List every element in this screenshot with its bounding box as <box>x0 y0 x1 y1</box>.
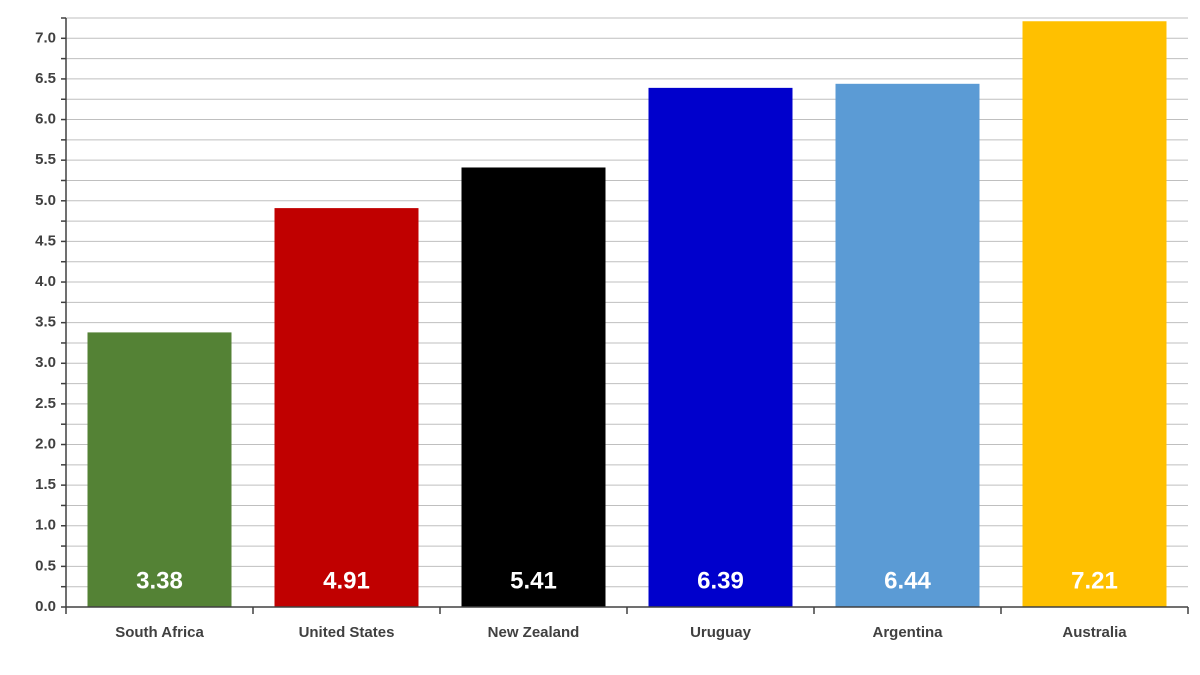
y-tick-label: 1.0 <box>35 517 56 534</box>
data-label: 6.44 <box>884 567 931 594</box>
y-tick-label: 5.5 <box>35 151 56 168</box>
y-tick-label: 4.0 <box>35 273 56 290</box>
data-label: 4.91 <box>323 567 370 594</box>
x-tick-label: Argentina <box>872 624 943 641</box>
y-tick-label: 3.0 <box>35 354 56 371</box>
x-tick-label: United States <box>299 624 395 641</box>
y-tick-label: 0.5 <box>35 557 56 574</box>
y-tick-label: 5.0 <box>35 192 56 209</box>
y-tick-label: 0.0 <box>35 598 56 615</box>
bar <box>648 87 793 608</box>
bar <box>835 83 980 607</box>
data-label: 7.21 <box>1071 567 1118 594</box>
x-tick-label: Uruguay <box>690 624 752 641</box>
y-tick-label: 6.0 <box>35 111 56 128</box>
bar <box>274 208 419 607</box>
y-tick-label: 2.0 <box>35 435 56 452</box>
bar <box>87 332 232 607</box>
y-tick-label: 3.5 <box>35 314 56 331</box>
x-tick-label: New Zealand <box>488 624 580 641</box>
y-tick-label: 6.5 <box>35 70 56 87</box>
y-tick-label: 4.5 <box>35 232 56 249</box>
bar <box>461 167 606 607</box>
bar <box>1022 21 1167 608</box>
y-tick-label: 2.5 <box>35 395 56 412</box>
y-tick-label: 7.0 <box>35 29 56 46</box>
data-label: 5.41 <box>510 567 557 594</box>
y-tick-label: 1.5 <box>35 476 56 493</box>
data-label: 3.38 <box>136 567 183 594</box>
data-label: 6.39 <box>697 567 744 594</box>
x-tick-label: Australia <box>1062 624 1127 641</box>
x-tick-label: South Africa <box>115 624 204 641</box>
